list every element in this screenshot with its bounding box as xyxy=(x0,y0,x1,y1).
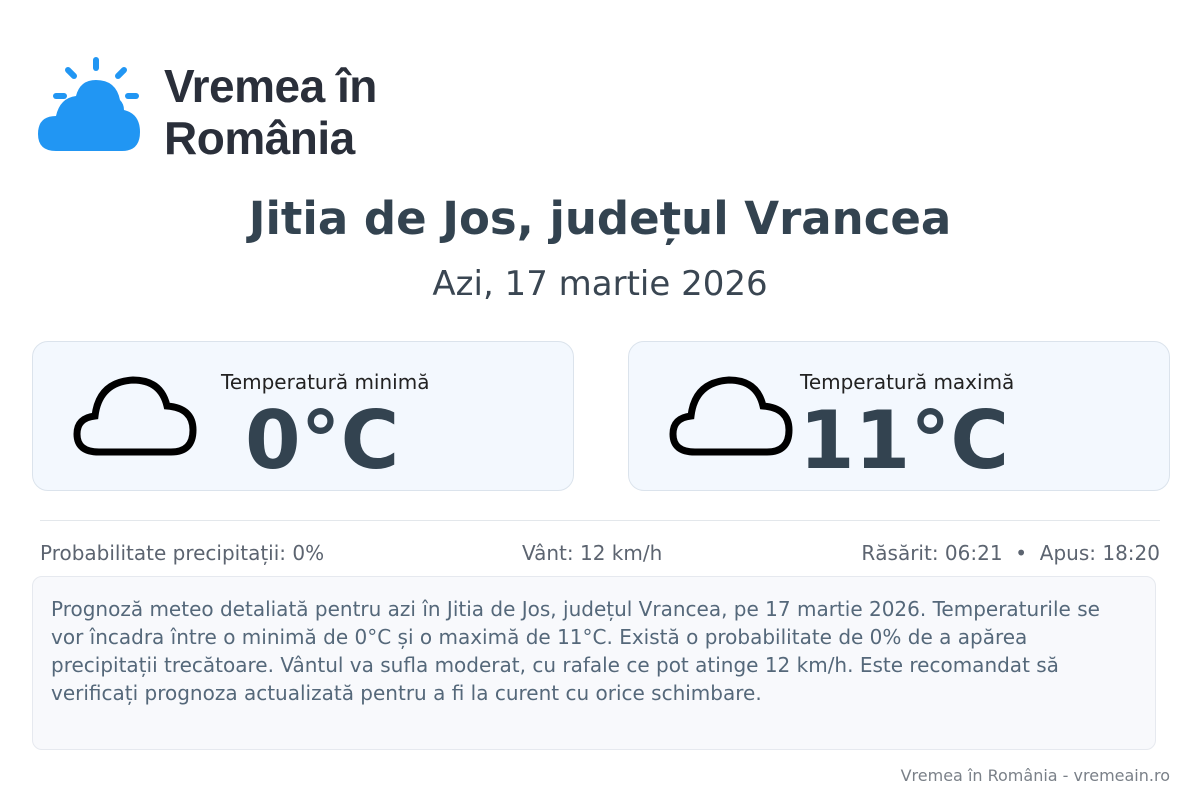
brand-line1: Vremea în xyxy=(164,60,377,112)
precipitation-stat: Probabilitate precipitații: 0% xyxy=(40,541,325,565)
cloud-icon xyxy=(669,376,793,456)
forecast-description: Prognoză meteo detaliată pentru azi în J… xyxy=(32,576,1156,750)
footer-credit: Vremea în România - vremeain.ro xyxy=(900,766,1170,785)
max-temp-card: Temperatură maximă 11°C xyxy=(628,341,1170,491)
cloud-icon xyxy=(73,376,197,456)
sun-cloud-icon xyxy=(38,57,140,151)
max-temp-label: Temperatură maximă xyxy=(800,370,1015,394)
max-temp-value: 11°C xyxy=(799,394,1010,487)
sun-times-stat: Răsărit: 06:21 • Apus: 18:20 xyxy=(861,541,1160,565)
min-temp-value: 0°C xyxy=(245,394,400,487)
brand-line2: România xyxy=(164,112,355,164)
page-title: Jitia de Jos, județul Vrancea xyxy=(248,192,952,245)
date-label: Azi, 17 martie 2026 xyxy=(432,264,768,304)
logo: Vremea în România xyxy=(36,54,377,164)
min-temp-card: Temperatură minimă 0°C xyxy=(32,341,574,491)
brand-name: Vremea în România xyxy=(164,60,377,164)
divider xyxy=(40,520,1160,521)
wind-stat: Vânt: 12 km/h xyxy=(522,541,663,565)
min-temp-label: Temperatură minimă xyxy=(221,370,430,394)
